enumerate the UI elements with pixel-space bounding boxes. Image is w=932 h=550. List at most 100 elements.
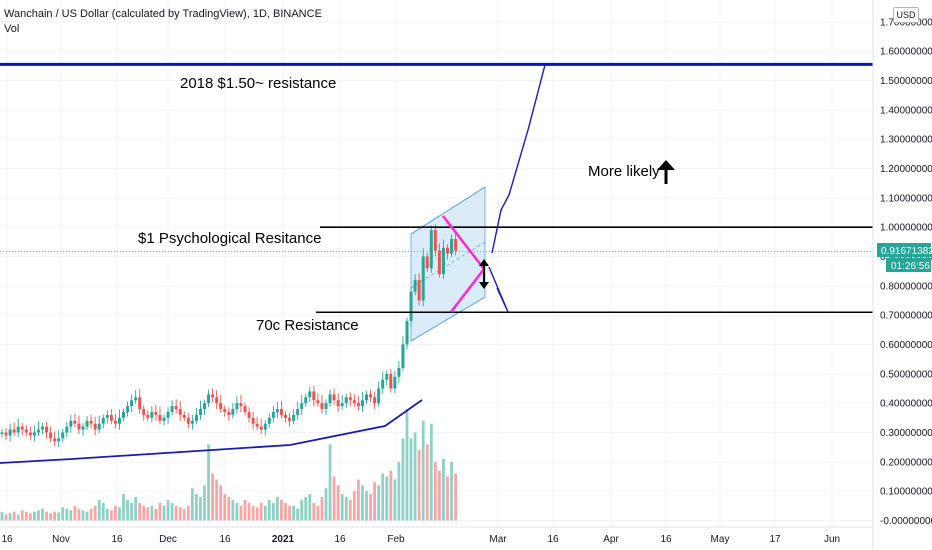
candle-body bbox=[223, 409, 227, 412]
candle-body bbox=[65, 426, 69, 433]
channel-top-edge bbox=[410, 186, 486, 235]
volume-bar bbox=[20, 510, 24, 521]
x-tick-label: 2021 bbox=[272, 534, 295, 545]
candle-body bbox=[389, 373, 393, 389]
candle-body bbox=[24, 429, 28, 433]
y-tick-label: -0.00000000 bbox=[880, 516, 932, 527]
support-trendline bbox=[0, 399, 423, 464]
candle-body bbox=[425, 256, 429, 269]
candle-body bbox=[73, 420, 77, 424]
volume-bar bbox=[69, 510, 73, 521]
candle-body bbox=[194, 414, 198, 421]
volume-bar bbox=[12, 511, 16, 521]
volume-bar bbox=[304, 497, 308, 521]
volume-bar bbox=[49, 513, 52, 521]
candle-body bbox=[126, 406, 130, 412]
candle-body bbox=[186, 417, 190, 424]
candle-body bbox=[263, 423, 267, 430]
candle-body bbox=[247, 411, 251, 418]
symbol-title: Wanchain / US Dollar (calculated by Trad… bbox=[4, 8, 322, 20]
candle-body bbox=[324, 403, 328, 410]
candle-body bbox=[117, 417, 121, 424]
candle-body bbox=[4, 432, 8, 436]
currency-button[interactable]: USD bbox=[893, 7, 919, 23]
volume-bar bbox=[219, 485, 223, 521]
y-tick-label: 1.00000000 bbox=[880, 223, 932, 234]
candle-body bbox=[385, 373, 389, 380]
time-axis: 16 Nov 16 Dec 16 2021 16 Feb Mar 16 Apr 16 May 17 Jun bbox=[0, 526, 873, 545]
y-tick-label: 0.20000000 bbox=[880, 457, 932, 468]
volume-bar bbox=[389, 470, 393, 521]
candle-body bbox=[328, 394, 332, 404]
candle-body bbox=[77, 423, 81, 430]
volume-bar bbox=[89, 508, 93, 521]
volume-bar bbox=[203, 485, 206, 521]
volume-bar bbox=[292, 505, 295, 521]
price-tag: 0.91671382 01:26:56 bbox=[877, 243, 932, 272]
candle-body bbox=[429, 230, 433, 269]
candle-body bbox=[271, 411, 275, 418]
candlesticks bbox=[0, 224, 458, 448]
x-tick-label: Mar bbox=[489, 534, 507, 545]
volume-bar bbox=[158, 502, 162, 521]
volume-bar bbox=[247, 502, 251, 521]
candle-body bbox=[57, 438, 61, 442]
volume-bar bbox=[251, 505, 255, 521]
volume-bar bbox=[105, 508, 109, 521]
x-tick-label: 16 bbox=[1, 534, 13, 545]
volume-bar bbox=[223, 494, 227, 521]
candle-body bbox=[275, 409, 279, 412]
candle-body bbox=[41, 426, 44, 430]
volume-bar bbox=[178, 507, 182, 521]
volume-bar bbox=[16, 514, 20, 521]
candle-body bbox=[421, 256, 425, 301]
volume-bar bbox=[421, 420, 425, 521]
candle-body bbox=[312, 391, 316, 401]
volume-bar bbox=[316, 505, 320, 521]
volume-indicator-label[interactable]: Vol bbox=[4, 23, 20, 35]
volume-bar bbox=[385, 476, 389, 521]
volume-bar bbox=[417, 450, 421, 521]
candle-body bbox=[89, 420, 93, 424]
x-tick-label: 16 bbox=[219, 534, 231, 545]
y-tick-label: 1.40000000 bbox=[880, 105, 932, 116]
candle-body bbox=[81, 426, 85, 430]
volume-bar bbox=[207, 444, 210, 521]
candle-body bbox=[288, 417, 292, 421]
candle-body bbox=[61, 432, 65, 439]
volume-bar bbox=[361, 485, 364, 521]
volume-bar bbox=[170, 502, 174, 521]
candle-body bbox=[8, 429, 12, 436]
x-tick-label: May bbox=[711, 534, 730, 545]
annotation-1-resistance: $1 Psychological Resitance bbox=[138, 230, 321, 247]
candle-body bbox=[207, 394, 211, 404]
candle-body bbox=[235, 403, 239, 410]
trendline bbox=[0, 399, 423, 464]
volume-bar bbox=[446, 476, 449, 521]
x-tick-label: Nov bbox=[52, 534, 70, 545]
volume-bar bbox=[340, 494, 344, 521]
candle-body bbox=[45, 426, 49, 433]
volume-bar bbox=[8, 513, 12, 521]
candle-body bbox=[259, 426, 263, 430]
volume-bar bbox=[348, 499, 352, 521]
y-tick-label: 0.80000000 bbox=[880, 281, 932, 292]
volume-bar bbox=[190, 488, 194, 521]
candle-body bbox=[336, 400, 340, 407]
volume-bar bbox=[24, 511, 28, 521]
candle-body bbox=[409, 291, 413, 322]
countdown-tag-label: 01:26:56 bbox=[891, 261, 930, 272]
volume-bar bbox=[211, 473, 214, 521]
candle-body bbox=[178, 409, 182, 415]
candle-body bbox=[166, 411, 170, 418]
volume-bar bbox=[344, 497, 348, 521]
candle-body bbox=[251, 417, 255, 424]
annotation-more-likely: More likely bbox=[588, 163, 660, 180]
candle-body bbox=[413, 279, 417, 292]
y-tick-label: 0.70000000 bbox=[880, 311, 932, 322]
price-axis: 1.700000001.600000001.500000001.40000000… bbox=[872, 0, 932, 550]
volume-bar bbox=[263, 505, 267, 521]
volume-bar bbox=[126, 499, 129, 521]
candle-body bbox=[433, 230, 437, 251]
